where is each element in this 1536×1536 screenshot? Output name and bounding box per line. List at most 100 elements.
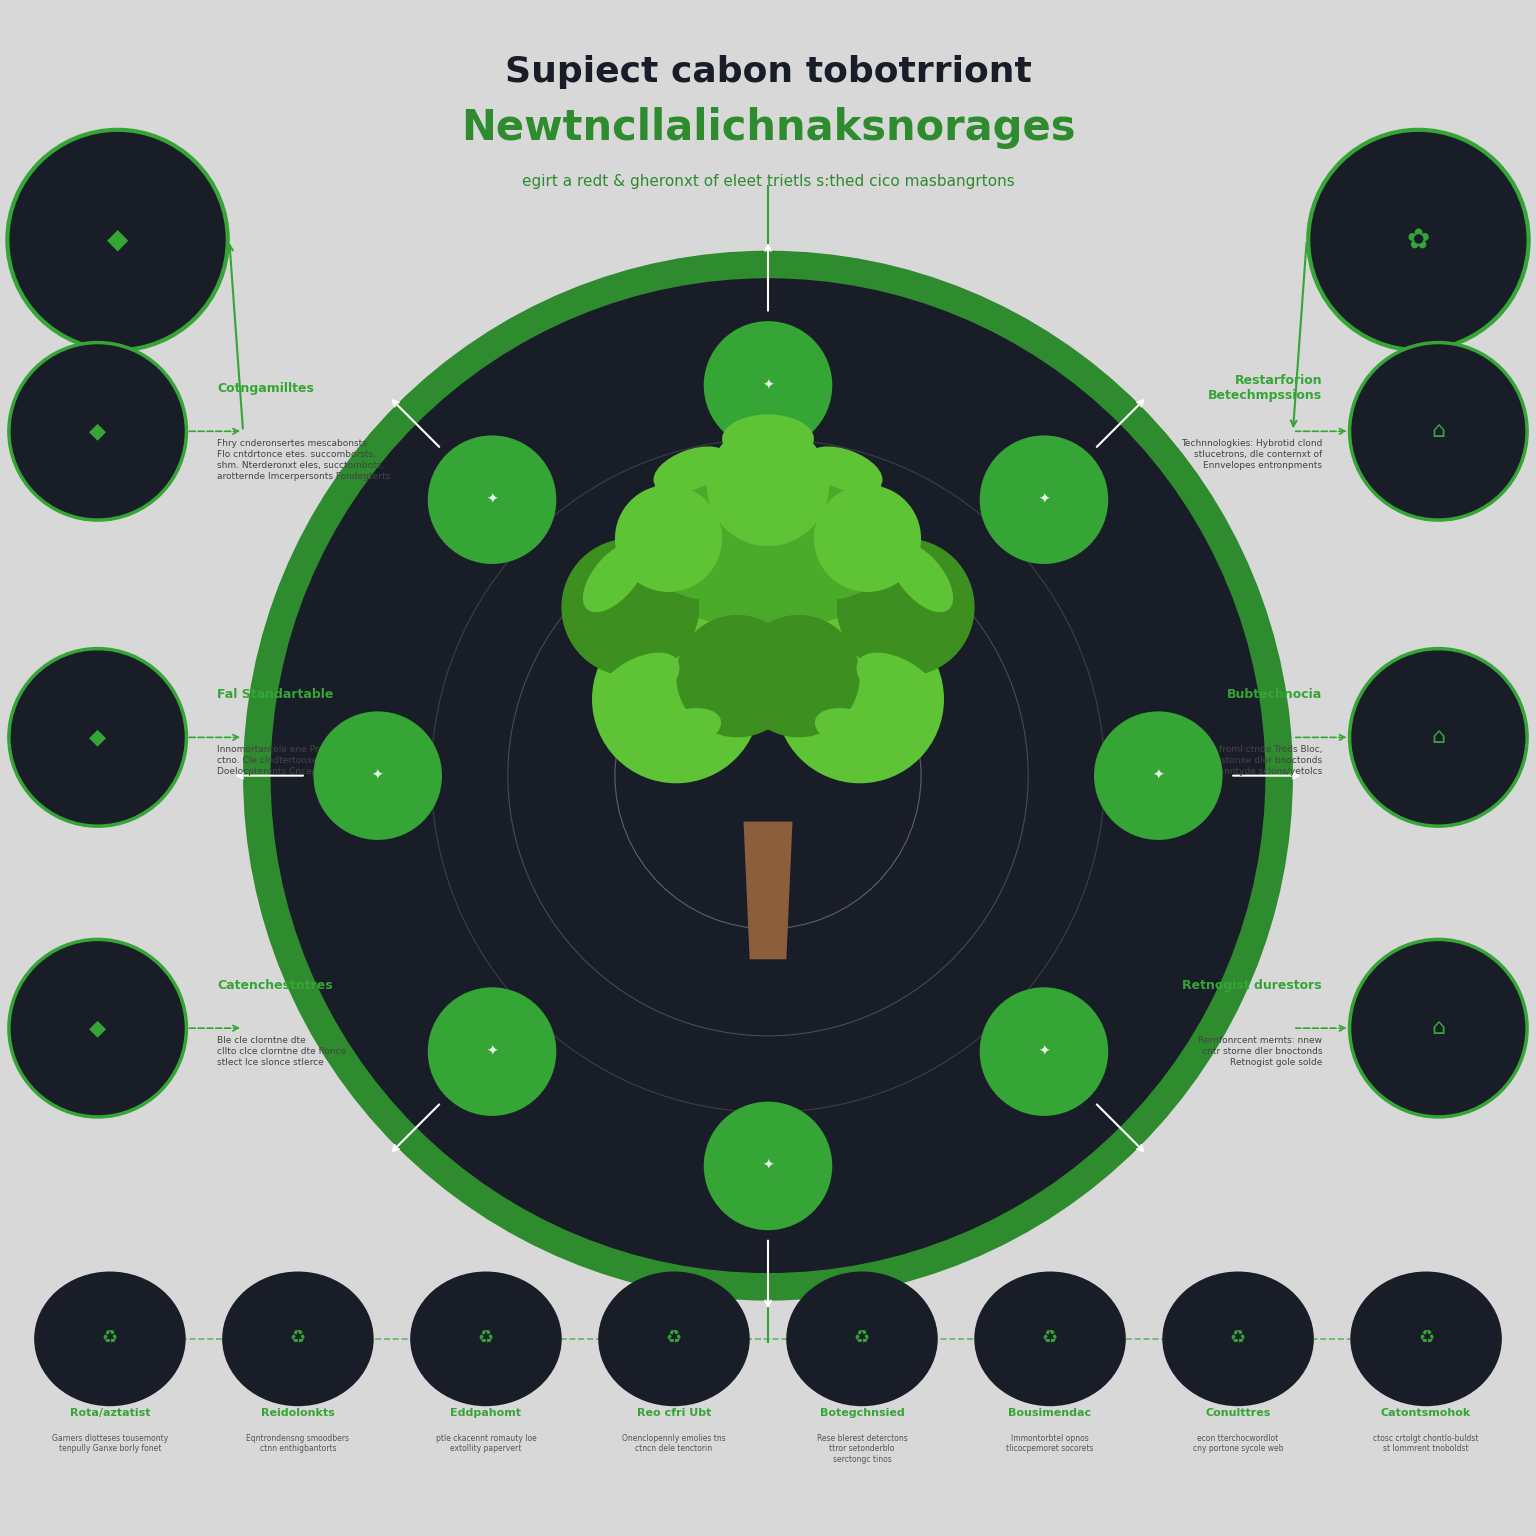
Circle shape xyxy=(9,940,186,1117)
Circle shape xyxy=(427,988,556,1115)
Circle shape xyxy=(760,462,899,599)
Text: Bubtechnocia: Bubtechnocia xyxy=(1227,688,1322,700)
Circle shape xyxy=(9,648,186,826)
Circle shape xyxy=(9,343,186,521)
Text: Bousimendac: Bousimendac xyxy=(1009,1407,1092,1418)
Circle shape xyxy=(427,435,556,564)
Text: ♻: ♻ xyxy=(667,1330,682,1349)
Circle shape xyxy=(1350,648,1527,826)
Circle shape xyxy=(561,539,699,676)
Circle shape xyxy=(707,424,829,547)
Ellipse shape xyxy=(1350,1272,1502,1405)
Ellipse shape xyxy=(223,1272,373,1405)
Text: ✦: ✦ xyxy=(1038,1044,1049,1058)
Circle shape xyxy=(703,321,833,450)
Text: ⌂: ⌂ xyxy=(1432,421,1445,441)
Text: Eqntrondensng smoodbers
ctnn enthigbantorts: Eqntrondensng smoodbers ctnn enthigbanto… xyxy=(246,1433,349,1453)
Text: ✦: ✦ xyxy=(762,1160,774,1174)
Ellipse shape xyxy=(816,708,889,751)
Text: Newtncllalichnaksnorages: Newtncllalichnaksnorages xyxy=(461,108,1075,149)
Text: Ble cle clorntne dte
cllto clce clorntne dte flonce
stlect lce slonce stlerce: Ble cle clorntne dte cllto clce clorntne… xyxy=(217,1035,347,1068)
Circle shape xyxy=(737,614,860,737)
Text: econ tterchocwordlot
cny portone sycole web: econ tterchocwordlot cny portone sycole … xyxy=(1193,1433,1283,1453)
Ellipse shape xyxy=(647,708,720,751)
Text: ◆: ◆ xyxy=(108,226,127,253)
Text: Conulttres: Conulttres xyxy=(1206,1407,1270,1418)
Circle shape xyxy=(814,485,922,591)
Circle shape xyxy=(478,1332,493,1347)
Text: ✿: ✿ xyxy=(1407,226,1430,253)
Text: ptle ckacennt romauty loe
extollity papervert: ptle ckacennt romauty loe extollity pape… xyxy=(436,1433,536,1453)
Circle shape xyxy=(1309,131,1528,350)
Text: Fal Standartable: Fal Standartable xyxy=(217,688,333,700)
Ellipse shape xyxy=(857,653,940,716)
Circle shape xyxy=(980,435,1109,564)
Text: Restarforion
Betechmpssions: Restarforion Betechmpssions xyxy=(1207,375,1322,402)
Text: ✦: ✦ xyxy=(487,493,498,507)
Ellipse shape xyxy=(1163,1272,1313,1405)
Circle shape xyxy=(614,485,722,591)
Circle shape xyxy=(1043,1332,1058,1347)
Text: ♻: ♻ xyxy=(1230,1330,1246,1349)
Ellipse shape xyxy=(596,653,679,716)
Text: ♻: ♻ xyxy=(290,1330,306,1349)
Text: ◆: ◆ xyxy=(89,421,106,441)
Ellipse shape xyxy=(410,1272,562,1405)
Circle shape xyxy=(270,278,1266,1273)
Circle shape xyxy=(660,516,876,730)
Text: ◆: ◆ xyxy=(89,728,106,748)
Text: ⌂: ⌂ xyxy=(1432,728,1445,748)
Circle shape xyxy=(854,1332,869,1347)
Text: Immontorbtel opnos
tlicocpemoret socorets: Immontorbtel opnos tlicocpemoret socoret… xyxy=(1006,1433,1094,1453)
Text: Reo cfri Ubt: Reo cfri Ubt xyxy=(637,1407,711,1418)
Text: ♻: ♻ xyxy=(101,1330,118,1349)
Ellipse shape xyxy=(582,541,647,613)
Ellipse shape xyxy=(653,447,730,493)
Ellipse shape xyxy=(806,447,883,493)
Text: Supiect cabon tobotrriont: Supiect cabon tobotrriont xyxy=(504,55,1032,89)
Circle shape xyxy=(837,539,975,676)
Ellipse shape xyxy=(889,541,954,613)
Circle shape xyxy=(1230,1332,1246,1347)
Text: Rota/aztatist: Rota/aztatist xyxy=(69,1407,151,1418)
Ellipse shape xyxy=(722,415,814,464)
Circle shape xyxy=(667,1332,682,1347)
Text: ♻: ♻ xyxy=(1041,1330,1058,1349)
Ellipse shape xyxy=(974,1272,1126,1405)
Text: Botegchnsied: Botegchnsied xyxy=(820,1407,905,1418)
Text: ✦: ✦ xyxy=(762,378,774,392)
Circle shape xyxy=(1350,343,1527,521)
Text: Retnogist durestors: Retnogist durestors xyxy=(1183,978,1322,992)
Circle shape xyxy=(637,462,776,599)
Text: egirt a redt & gheronxt of eleet trietls s:thed cico masbangrtons: egirt a redt & gheronxt of eleet trietls… xyxy=(522,175,1014,189)
Text: ✦: ✦ xyxy=(1152,768,1164,783)
Circle shape xyxy=(1418,1332,1433,1347)
Text: Meton froml ctnde Trods Bloc,
cllter stonxe dler bnoctonds
stecrolonntyde sclons: Meton froml ctnde Trods Bloc, cllter sto… xyxy=(1187,745,1322,776)
Circle shape xyxy=(8,131,227,350)
Circle shape xyxy=(103,1332,118,1347)
Text: ◆: ◆ xyxy=(89,1018,106,1038)
Text: ✦: ✦ xyxy=(487,1044,498,1058)
Circle shape xyxy=(290,1332,306,1347)
Circle shape xyxy=(243,250,1293,1301)
Circle shape xyxy=(313,711,442,840)
Circle shape xyxy=(1094,711,1223,840)
Text: Rernfonrcent mernts: nnew
cntr storne dler bnoctonds
Retnogist gole solde: Rernfonrcent mernts: nnew cntr storne dl… xyxy=(1198,1035,1322,1068)
Circle shape xyxy=(980,988,1109,1115)
Ellipse shape xyxy=(786,1272,938,1405)
Circle shape xyxy=(703,1101,833,1230)
Text: ♻: ♻ xyxy=(478,1330,495,1349)
Text: Fhry cnderonsertes mescabonsts
Flo cntdrtonce etes. succomborsts,
shm. Nterderon: Fhry cnderonsertes mescabonsts Flo cntdr… xyxy=(217,439,390,481)
Text: Rese blerest deterctons
ttror setonderblo
serctongc tinos: Rese blerest deterctons ttror setonderbl… xyxy=(817,1433,908,1464)
Text: ♻: ♻ xyxy=(854,1330,869,1349)
Text: ✦: ✦ xyxy=(372,768,384,783)
Text: Onenclopennly emolies tns
ctncn dele tenctorin: Onenclopennly emolies tns ctncn dele ten… xyxy=(622,1433,727,1453)
Circle shape xyxy=(776,614,945,783)
Circle shape xyxy=(1350,940,1527,1117)
Text: Garners dlotteses tousemonty
tenpully Ganxe borly fonet: Garners dlotteses tousemonty tenpully Ga… xyxy=(52,1433,167,1453)
Text: Technnologkies: Hybrotid clond
stlucetrons, dle conternxt of
Ennvelopes entronpm: Technnologkies: Hybrotid clond stlucetro… xyxy=(1181,439,1322,470)
Text: ctosc crtolgt chontlo-buldst
st lommrent tnoboldst: ctosc crtolgt chontlo-buldst st lommrent… xyxy=(1373,1433,1479,1453)
Circle shape xyxy=(591,614,760,783)
Polygon shape xyxy=(743,822,793,960)
Text: Eddpahomt: Eddpahomt xyxy=(450,1407,521,1418)
